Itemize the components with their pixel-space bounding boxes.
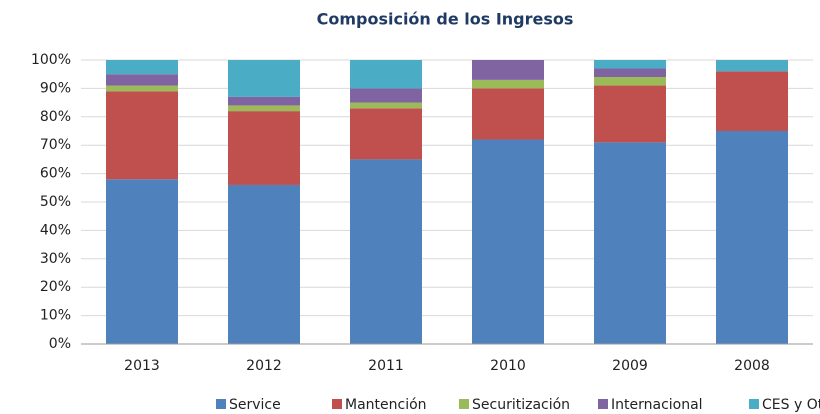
- y-tick-label: 30%: [40, 251, 71, 267]
- bar-segment: [106, 91, 178, 180]
- bar-segment: [472, 60, 544, 80]
- y-tick-label: 60%: [40, 166, 71, 182]
- bar-segment: [350, 60, 422, 89]
- x-tick-label: 2012: [246, 358, 282, 374]
- bar-segment: [472, 79, 544, 89]
- bar-segment: [594, 68, 666, 78]
- bar-segment: [594, 77, 666, 86]
- y-tick-label: 50%: [40, 194, 71, 210]
- bar-segment: [472, 139, 544, 344]
- x-tick-label: 2008: [734, 358, 770, 374]
- x-tick-label: 2009: [612, 358, 648, 374]
- bar-segment: [594, 142, 666, 344]
- legend-swatch: [332, 399, 342, 409]
- legend-swatch: [216, 399, 226, 409]
- bar-segment: [228, 184, 300, 344]
- x-tick-label: 2011: [368, 358, 404, 374]
- y-tick-label: 40%: [40, 222, 71, 238]
- legend-label: CES y Otros: [762, 397, 820, 413]
- bar-segment: [228, 105, 300, 112]
- y-tick-label: 20%: [40, 279, 71, 295]
- y-tick-label: 100%: [31, 52, 71, 68]
- bar-segment: [228, 111, 300, 185]
- bar-segment: [350, 159, 422, 344]
- bar-segment: [228, 60, 300, 97]
- bar-segment: [350, 88, 422, 103]
- legend-label: Mantención: [345, 397, 427, 413]
- y-tick-label: 80%: [40, 109, 71, 125]
- x-tick-label: 2010: [490, 358, 526, 374]
- chart-title: Composición de los Ingresos: [317, 10, 574, 29]
- bar-segment: [472, 88, 544, 140]
- legend-swatch: [749, 399, 759, 409]
- legend-label: Internacional: [611, 397, 703, 413]
- bar-segment: [106, 60, 178, 75]
- bar-segment: [716, 60, 788, 72]
- bar-segment: [716, 131, 788, 344]
- bar-segment: [594, 85, 666, 143]
- y-tick-label: 10%: [40, 308, 71, 324]
- y-tick-label: 70%: [40, 137, 71, 153]
- bar-segment: [106, 179, 178, 344]
- legend-label: Securitización: [472, 397, 570, 413]
- bar-segment: [350, 108, 422, 160]
- bar-segment: [716, 71, 788, 131]
- y-tick-label: 0%: [49, 336, 71, 352]
- legend-swatch: [459, 399, 469, 409]
- bar-segment: [350, 102, 422, 109]
- bar-segment: [594, 60, 666, 69]
- bar-segment: [106, 74, 178, 86]
- x-tick-label: 2013: [124, 358, 160, 374]
- y-tick-label: 90%: [40, 80, 71, 96]
- bar-segment: [228, 96, 300, 106]
- legend-label: Service: [229, 397, 281, 413]
- legend-swatch: [598, 399, 608, 409]
- bar-segment: [106, 85, 178, 92]
